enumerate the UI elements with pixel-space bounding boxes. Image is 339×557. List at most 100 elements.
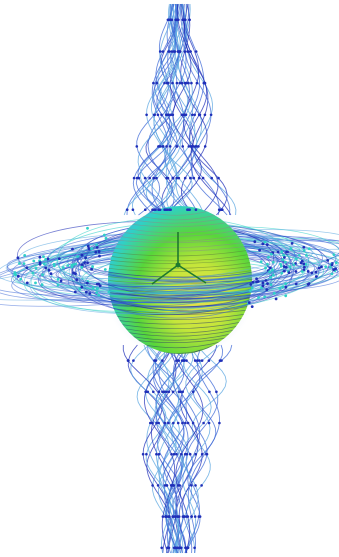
upper-jet-particle xyxy=(173,50,177,53)
lower-jet-particle xyxy=(215,390,218,394)
disk-particle xyxy=(56,283,60,287)
upper-jet-particle xyxy=(168,145,172,148)
lower-jet-particle xyxy=(186,421,190,425)
upper-jet-particle xyxy=(183,176,187,180)
lower-jet-particle xyxy=(155,452,158,456)
lower-jet-particle xyxy=(160,546,163,550)
disk-particle xyxy=(95,291,99,294)
disk-particle xyxy=(266,282,269,285)
lower-jet-streamlines xyxy=(122,344,233,554)
axis-triad xyxy=(151,232,207,285)
disk-front-line xyxy=(11,273,339,303)
disk-particle xyxy=(302,249,306,252)
lower-jet-particle xyxy=(175,452,178,456)
disk-particle xyxy=(284,285,288,289)
disk-particle xyxy=(47,268,51,272)
disk-particle xyxy=(303,265,306,269)
lower-jet-particle xyxy=(180,452,183,456)
lower-jet-particle xyxy=(200,359,204,362)
disk-particle xyxy=(320,265,323,269)
sphere-latitude-line xyxy=(118,321,242,330)
upper-jet-particle xyxy=(163,208,166,211)
disk-particle xyxy=(66,264,70,267)
upper-jet-particle xyxy=(158,50,162,53)
upper-jet-particle xyxy=(184,113,188,117)
lower-jet-particle xyxy=(174,515,177,518)
disk-particle xyxy=(255,277,258,281)
upper-jet-particle xyxy=(171,113,175,117)
disk-front-line xyxy=(47,271,309,308)
disk-particle xyxy=(274,297,278,301)
disk-particle xyxy=(104,236,108,240)
disk-particle xyxy=(44,266,48,270)
upper-jet-particle xyxy=(188,18,191,22)
upper-jet-particle xyxy=(221,208,224,211)
lower-jet-particle xyxy=(167,390,171,394)
disk-particle xyxy=(97,293,101,297)
disk-particle xyxy=(294,282,298,286)
upper-jet-particle xyxy=(135,176,139,180)
sphere-latitude-line xyxy=(133,217,227,224)
sphere-latitude-line xyxy=(108,265,252,272)
disk-particle xyxy=(307,282,311,285)
disk-particle xyxy=(25,281,29,285)
lower-jet-particle xyxy=(188,452,192,456)
upper-jet-particle xyxy=(165,208,169,211)
sphere-latitude-line xyxy=(124,329,236,337)
disk-back-line xyxy=(22,229,339,259)
upper-jet-particle xyxy=(188,208,191,211)
lower-jet-particle xyxy=(190,515,193,518)
disk-front-line xyxy=(55,271,300,288)
upper-jet-particle xyxy=(180,81,184,85)
disk-particle xyxy=(314,275,318,278)
upper-jet-particle xyxy=(181,18,185,22)
upper-jet-particle xyxy=(178,81,182,85)
disk-particle xyxy=(72,263,75,267)
upper-jet-particle xyxy=(125,208,129,211)
lower-jet-particle xyxy=(172,546,176,550)
disk-particle xyxy=(299,261,303,265)
lower-jet-particle xyxy=(182,359,186,362)
lower-jet-particle xyxy=(180,359,184,362)
sphere-latitude-line xyxy=(108,261,252,269)
disk-particle xyxy=(59,279,63,283)
disk-particle xyxy=(284,282,287,285)
disk-particle xyxy=(326,259,330,262)
lower-jet-particle xyxy=(145,452,148,456)
lower-jet-line xyxy=(187,344,220,554)
upper-jet-particle xyxy=(180,113,184,117)
lower-jet-particle xyxy=(184,421,187,425)
disk-particle xyxy=(72,271,76,275)
disk-front-line xyxy=(29,273,315,315)
lower-jet-particle xyxy=(167,421,170,425)
lower-jet-particle xyxy=(171,390,175,394)
upper-jet-particle xyxy=(209,113,213,117)
lower-jet-particle xyxy=(181,421,184,425)
disk-particle xyxy=(295,257,298,261)
lower-jet-particle xyxy=(194,452,197,456)
sphere-latitude-line xyxy=(139,341,221,349)
lower-jet-particle xyxy=(191,390,195,394)
upper-jet-particle xyxy=(156,113,160,117)
upper-jet-particle xyxy=(202,81,206,85)
disk-particle xyxy=(282,265,286,268)
lower-jet-particle xyxy=(200,452,204,456)
sphere-latitude-line xyxy=(121,325,239,334)
disk-particle xyxy=(25,266,29,269)
disk-particle xyxy=(95,243,99,247)
lower-jet-particle xyxy=(207,359,211,362)
disk-particle xyxy=(263,295,267,299)
disk-particle xyxy=(280,250,284,254)
disk-particle xyxy=(270,268,274,272)
upper-jet-particle xyxy=(187,81,190,85)
upper-jet-particle xyxy=(144,208,147,211)
disk-particle xyxy=(34,267,38,270)
lower-jet-particle xyxy=(175,359,178,362)
upper-jet-line xyxy=(184,3,228,216)
lower-jet-particle xyxy=(157,390,161,394)
lower-jet-line xyxy=(146,344,180,554)
upper-jet-particle xyxy=(177,18,180,22)
lower-jet-line xyxy=(127,344,172,554)
